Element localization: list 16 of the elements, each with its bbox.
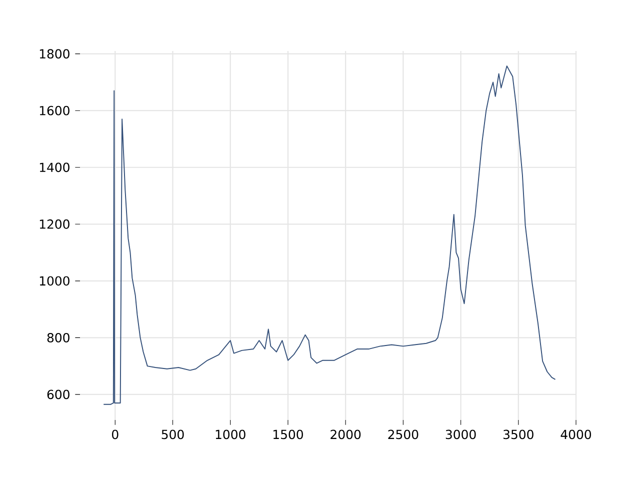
x-tick-label: 2000 bbox=[330, 430, 361, 440]
x-tick-label: 2500 bbox=[388, 430, 418, 440]
y-tick-label: 1000 bbox=[40, 276, 70, 286]
x-tick-label: 4000 bbox=[560, 430, 592, 440]
y-tick-label: 800 bbox=[47, 332, 70, 342]
x-tick-label: 3500 bbox=[504, 430, 534, 440]
x-tick-label: 3000 bbox=[446, 430, 476, 440]
y-tick-label: 1200 bbox=[40, 219, 70, 229]
y-tick-label: 600 bbox=[47, 390, 70, 400]
x-tick-label: 0 bbox=[112, 430, 118, 440]
x-tick-label: 1000 bbox=[216, 430, 246, 440]
x-tick-label: 1500 bbox=[273, 430, 303, 440]
y-tick-label: 1600 bbox=[40, 106, 70, 116]
y-tick-label: 1400 bbox=[40, 162, 70, 172]
y-tick-label: 1800 bbox=[40, 49, 70, 59]
x-tick-label: 500 bbox=[162, 430, 184, 440]
